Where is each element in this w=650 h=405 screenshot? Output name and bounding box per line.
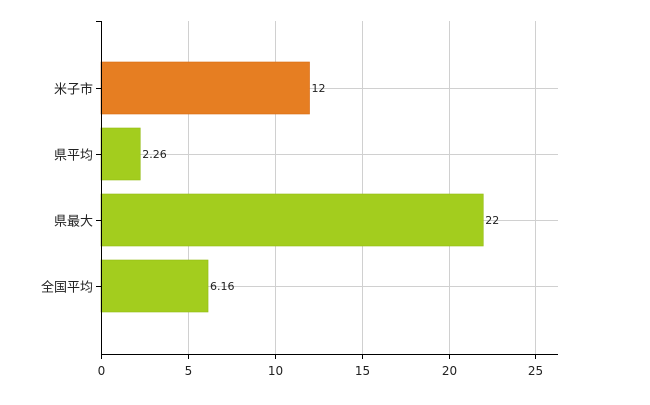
bar (100, 193, 484, 247)
x-tick-label: 20 (442, 364, 457, 378)
data-label: 6.16 (210, 280, 235, 293)
x-tick-label: 5 (185, 364, 193, 378)
x-tick-label: 10 (268, 364, 283, 378)
x-tick-label: 15 (355, 364, 370, 378)
category-label: 米子市 (54, 82, 93, 98)
data-label: 22 (485, 214, 499, 227)
bar-highlight (100, 61, 310, 115)
axis-layer (96, 21, 558, 359)
bar (100, 259, 209, 313)
x-tick-label: 0 (98, 364, 106, 378)
bar-layer (100, 61, 484, 313)
category-label: 県平均 (54, 149, 93, 164)
x-tick-label: 25 (528, 364, 543, 378)
data-label: 12 (312, 82, 326, 95)
data-label: 2.26 (142, 148, 167, 161)
category-label: 県最大 (54, 215, 93, 230)
category-label: 全国平均 (41, 280, 93, 296)
bar (100, 127, 141, 181)
